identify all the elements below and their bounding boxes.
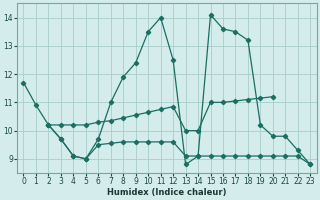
X-axis label: Humidex (Indice chaleur): Humidex (Indice chaleur) xyxy=(107,188,227,197)
